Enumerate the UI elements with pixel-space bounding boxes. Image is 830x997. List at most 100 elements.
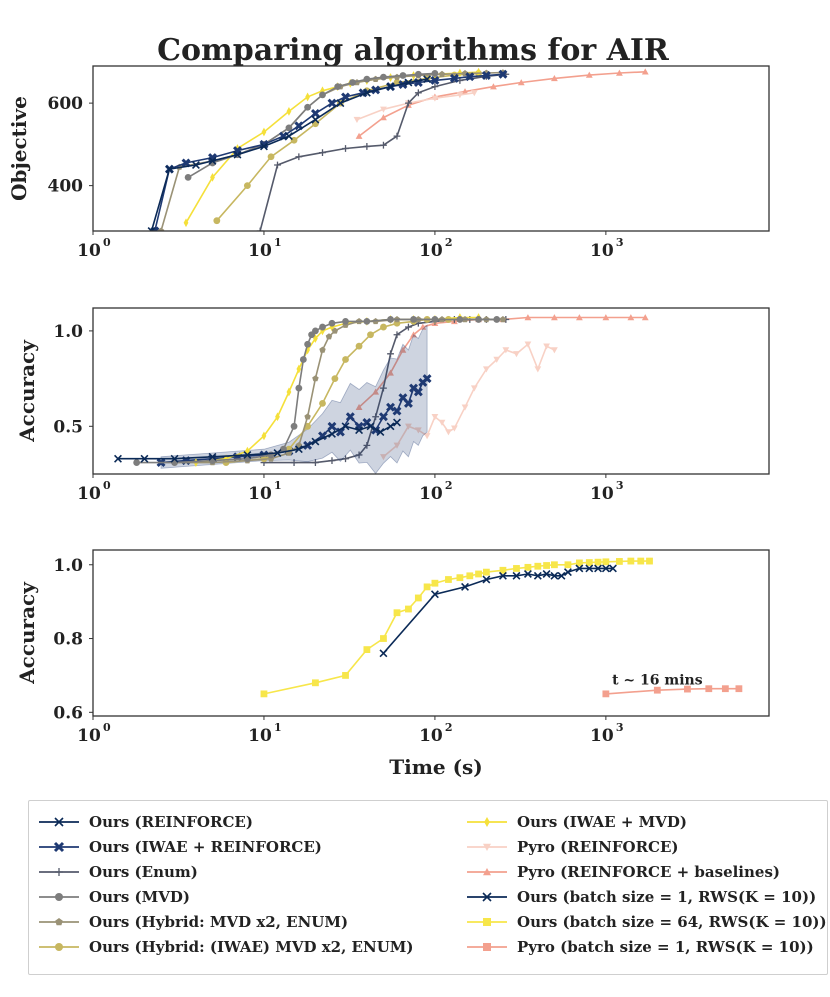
point-batch1: [461, 582, 469, 591]
x-tick-label: 10: [590, 726, 614, 746]
legend-marker-batch1: [482, 891, 492, 902]
point-ours_mvd: [290, 422, 298, 430]
point-ours_mvd: [414, 70, 422, 78]
series-ours_iwae_mvd: [183, 67, 481, 228]
point-pyro_reinforce: [513, 351, 520, 358]
point-ours_hybrid_iwae: [380, 323, 387, 331]
point-ours_reinforce: [140, 454, 149, 463]
point-ours_mvd: [431, 70, 439, 77]
legend-column-right: Ours (IWAE + MVD) Pyro (REINFORCE) Pyro (R…: [465, 809, 827, 959]
point-pyro_reinforce: [524, 341, 532, 348]
point-pyro_batch1: [735, 685, 743, 693]
point-ours_mvd: [431, 316, 439, 323]
legend-label: Pyro (REINFORCE + baselines): [517, 862, 780, 881]
x-tick-label: 10: [248, 241, 272, 261]
point-ours_reinforce: [336, 99, 345, 108]
point-ours_hybrid: [304, 413, 311, 420]
legend-item-ours_iwae_mvd: Ours (IWAE + MVD): [465, 809, 827, 834]
point-pyro_baselines: [575, 314, 583, 321]
point-batch64: [594, 558, 602, 566]
point-ours_enum: [387, 350, 394, 358]
point-batch64: [312, 679, 319, 687]
legend-item-pyro_reinforce: Pyro (REINFORCE): [465, 834, 827, 859]
y-tick-label: 0.5: [53, 417, 83, 437]
point-ours_enum: [414, 89, 422, 97]
point-pyro_reinforce: [380, 106, 387, 113]
point-ours_reinforce: [114, 454, 122, 463]
line-pyro_reinforce: [356, 92, 475, 121]
point-ours_mvd: [312, 327, 319, 335]
point-ours_reinforce: [243, 450, 252, 459]
x-tick-label: 10: [77, 484, 101, 504]
legend-swatch: [467, 843, 507, 851]
point-ours_mvd: [475, 316, 482, 323]
legend-marker-ours_enum: [55, 867, 63, 876]
point-ours_mvd: [410, 316, 417, 323]
point-batch64: [431, 579, 439, 587]
point-ours_mvd: [304, 340, 311, 348]
point-pyro_baselines: [399, 346, 407, 353]
point-batch64: [445, 576, 452, 583]
point-pyro_batch1: [705, 685, 713, 693]
point-ours_mvd: [342, 317, 349, 325]
point-batch64: [616, 558, 623, 565]
point-pyro_batch1: [602, 690, 610, 698]
point-ours_enum: [393, 331, 401, 339]
point-ours_enum: [312, 459, 319, 466]
point-batch64: [499, 566, 507, 574]
series-ours_iwae_reinforce: [150, 69, 508, 231]
legend-item-ours_hybrid: Ours (Hybrid: MVD x2, ENUM): [37, 909, 413, 934]
point-batch64: [543, 562, 550, 569]
batch-axes-frame: [92, 549, 770, 717]
point-ours_iwae_mvd: [245, 446, 250, 456]
point-batch64: [646, 557, 653, 565]
point-ours_iwae_mvd: [476, 67, 481, 77]
point-ours_hybrid_iwae: [243, 182, 251, 190]
point-ours_iwae_reinforce: [310, 108, 320, 118]
legend-swatch: [467, 891, 507, 902]
point-pyro_reinforce: [482, 366, 490, 373]
point-ours_reinforce: [233, 150, 242, 159]
x-tick-label: 10: [77, 726, 101, 746]
point-batch64: [260, 690, 268, 698]
point-ours_reinforce: [355, 426, 364, 435]
legend-swatch: [39, 892, 79, 901]
legend-swatch: [39, 942, 79, 951]
legend-item-pyro_batch1: Pyro (batch size = 1, RWS(K = 10)): [465, 934, 827, 959]
point-pyro_reinforce: [380, 454, 387, 461]
point-batch64: [637, 557, 645, 565]
point-ours_iwae_mvd: [261, 127, 267, 137]
series-ours_reinforce: [147, 75, 432, 231]
point-ours_enum: [363, 441, 371, 449]
legend-item-ours_reinforce: Ours (REINFORCE): [37, 809, 413, 834]
point-ours_mvd: [399, 72, 407, 79]
point-ours_iwae_mvd: [210, 172, 215, 182]
point-pyro_baselines: [355, 132, 363, 139]
point-ours_iwae_reinforce: [386, 402, 395, 412]
series-pyro_reinforce: [353, 90, 478, 124]
chart-title: Comparing algorithms for AIR: [157, 33, 670, 68]
x-tick-exponent: 1: [274, 721, 282, 734]
line-ours_enum: [259, 73, 506, 231]
legend-label: Pyro (batch size = 1, RWS(K = 10)): [517, 937, 814, 956]
point-ours_enum: [363, 143, 371, 150]
point-ours_enum: [256, 227, 264, 231]
point-pyro_baselines: [387, 369, 394, 376]
point-ours_iwae_reinforce: [345, 412, 355, 422]
legend-label: Ours (batch size = 1, RWS(K = 10)): [517, 887, 817, 906]
legend-item-ours_mvd: Ours (MVD): [37, 884, 413, 909]
point-ours_reinforce: [208, 452, 217, 461]
point-ours_iwae_mvd: [286, 387, 292, 397]
legend-item-ours_enum: Ours (Enum): [37, 859, 413, 884]
point-pyro_baselines: [410, 331, 417, 338]
point-ours_reinforce: [147, 227, 156, 231]
point-ours_iwae_reinforce: [327, 421, 337, 431]
point-batch1: [563, 568, 572, 577]
point-ours_hybrid_iwae: [331, 375, 339, 382]
point-ours_iwae_mvd: [305, 92, 310, 102]
legend-swatch: [467, 816, 507, 827]
point-batch64: [466, 572, 474, 580]
point-batch64: [363, 646, 371, 653]
point-ours_mvd: [295, 384, 303, 392]
